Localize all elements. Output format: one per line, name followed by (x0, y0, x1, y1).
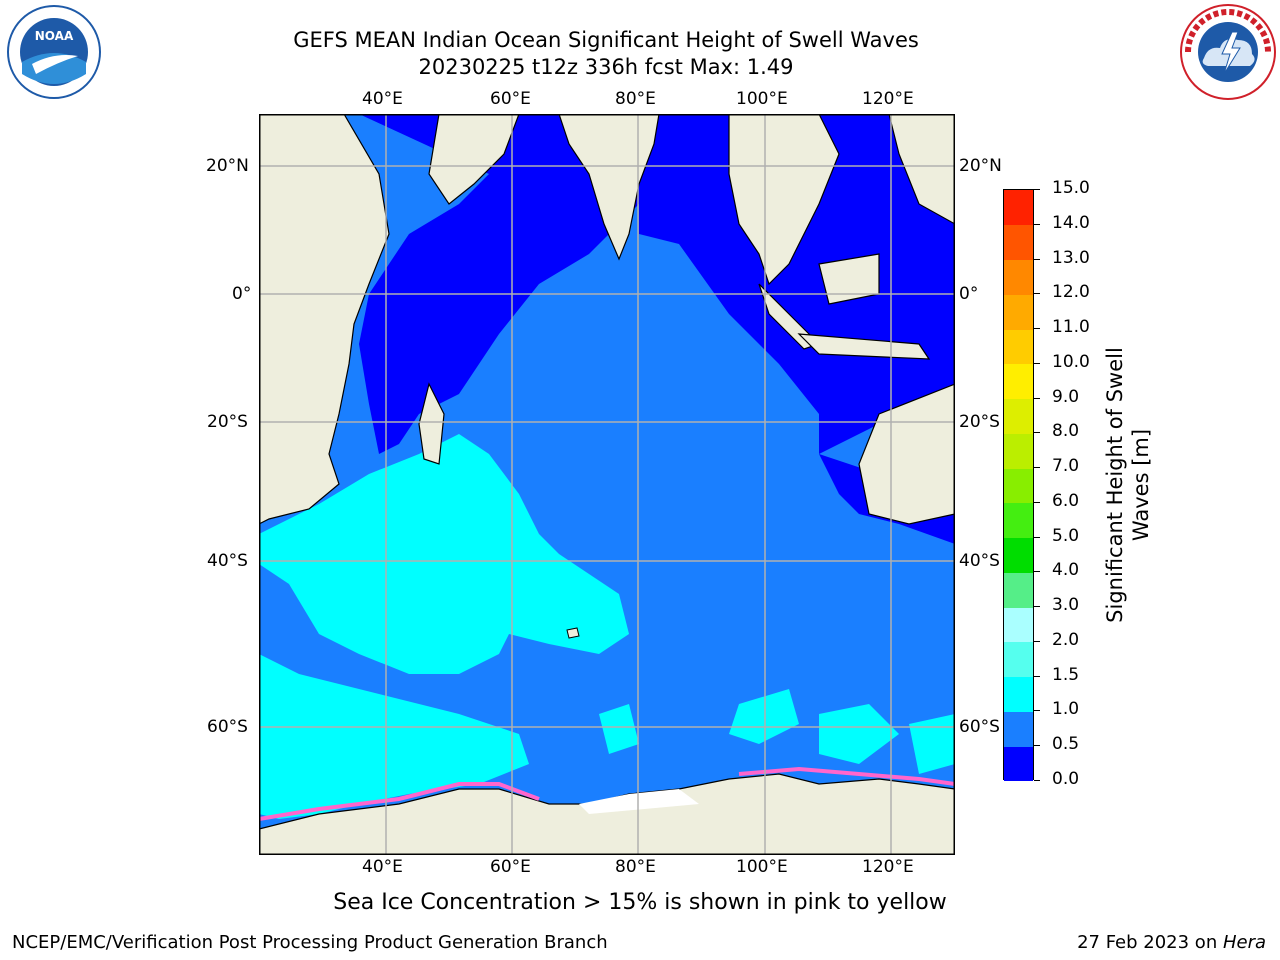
lon-tick-top: 100°E (736, 89, 788, 109)
colorbar-tick (1034, 362, 1040, 364)
colorbar-tick-label: 6.0 (1052, 490, 1080, 511)
colorbar-tick (1034, 501, 1040, 503)
colorbar-segment (1004, 468, 1033, 504)
colorbar-tick-label: 15.0 (1052, 178, 1090, 198)
sea-ice-caption: Sea Ice Concentration > 15% is shown in … (333, 890, 947, 915)
lat-tick-right: 20°S (959, 412, 1000, 432)
colorbar-tick-label: 1.5 (1052, 664, 1080, 685)
colorbar-tick (1034, 328, 1040, 330)
lon-tick-bottom: 100°E (736, 857, 788, 877)
colorbar-tick-label: 1.0 (1052, 699, 1080, 720)
colorbar-segment (1004, 294, 1033, 330)
swell-field-high (259, 434, 629, 674)
colorbar-tick (1034, 675, 1040, 677)
footer-date-text: 27 Feb 2023 on (1077, 932, 1223, 953)
colorbar-segment (1004, 711, 1033, 747)
colorbar-tick-label: 14.0 (1052, 212, 1090, 233)
sea-ice-fringe (258, 782, 540, 821)
lon-tick-top: 80°E (615, 89, 656, 109)
colorbar-tick (1034, 710, 1040, 712)
colorbar-tick-label: 13.0 (1052, 247, 1090, 268)
colorbar-tick-label: 0.5 (1052, 734, 1080, 755)
noaa-logo-icon: NOAA (6, 4, 102, 100)
colorbar-tick-label: 3.0 (1052, 595, 1080, 616)
footer-machine: Hera (1222, 932, 1266, 953)
colorbar-tick-label: 7.0 (1052, 456, 1080, 477)
colorbar-tick (1034, 293, 1040, 295)
colorbar-tick-label: 8.0 (1052, 421, 1080, 442)
colorbar-segment (1004, 224, 1033, 260)
colorbar-tick-label: 2.0 (1052, 629, 1080, 650)
lon-tick-bottom: 60°E (490, 857, 531, 877)
colorbar-tick-label: 4.0 (1052, 560, 1080, 581)
map-title: GEFS MEAN Indian Ocean Significant Heigh… (293, 28, 919, 52)
lat-tick-right: 40°S (959, 551, 1000, 571)
colorbar (1003, 189, 1034, 782)
colorbar-tick (1034, 536, 1040, 538)
colorbar-segment (1004, 641, 1033, 678)
colorbar-tick-label: 11.0 (1052, 317, 1090, 338)
colorbar-tick-label: 10.0 (1052, 351, 1090, 372)
graticule (259, 114, 955, 855)
colorbar-tick (1034, 223, 1040, 225)
colorbar-segment (1004, 190, 1033, 226)
colorbar-tick (1034, 780, 1040, 781)
colorbar-tick (1034, 397, 1040, 399)
colorbar-tick (1034, 258, 1040, 260)
colorbar-labels: 0.0 0.5 1.0 1.5 2.0 3.0 4.0 5.0 6.0 7.0 8.0 9.0 10.0… (1034, 0, 1100, 960)
footer-credit: NCEP/EMC/Verification Post Processing Pr… (12, 932, 608, 953)
land-se-asia (728, 113, 840, 286)
colorbar-segment (1004, 502, 1033, 539)
lat-tick-right: 20°N (959, 156, 1002, 176)
lat-tick-left: 60°S (207, 717, 248, 737)
colorbar-tick (1034, 606, 1040, 608)
colorbar-segment (1004, 433, 1033, 469)
lat-tick-right: 0° (959, 284, 979, 304)
colorbar-tick (1034, 745, 1040, 747)
colorbar-tick-label: 12.0 (1052, 282, 1090, 303)
colorbar-tick-label: 0.0 (1052, 769, 1080, 789)
colorbar-label: Significant Height of Swell Waves [m] (1103, 347, 1153, 623)
lon-tick-top: 120°E (862, 89, 914, 109)
colorbar-segment (1004, 259, 1033, 295)
nws-logo-icon (1178, 2, 1278, 102)
colorbar-segment (1004, 746, 1033, 782)
colorbar-tick (1034, 640, 1040, 642)
colorbar-segment (1004, 329, 1033, 365)
map-subtitle: 20230225 t12z 336h fcst Max: 1.49 (418, 55, 794, 79)
lon-tick-top: 60°E (490, 89, 531, 109)
colorbar-segment (1004, 363, 1033, 400)
colorbar-tick (1034, 432, 1040, 434)
colorbar-segment (1004, 537, 1033, 573)
colorbar-tick (1034, 189, 1040, 190)
land-madagascar (418, 382, 445, 465)
lat-tick-right: 60°S (959, 717, 1000, 737)
map-frame (259, 114, 955, 855)
map-panel (258, 113, 956, 856)
colorbar-segment (1004, 676, 1033, 712)
lat-tick-left: 0° (232, 284, 252, 304)
lat-tick-left: 20°S (207, 412, 248, 432)
lon-tick-bottom: 120°E (862, 857, 914, 877)
swell-field-low-north (359, 114, 639, 454)
map-svg (258, 113, 956, 856)
lon-tick-bottom: 80°E (615, 857, 656, 877)
svg-text:NOAA: NOAA (35, 29, 74, 43)
colorbar-tick-label: 9.0 (1052, 386, 1080, 407)
colorbar-segment (1004, 572, 1033, 608)
lon-tick-bottom: 40°E (362, 857, 403, 877)
colorbar-segment (1004, 607, 1033, 643)
colorbar-tick-label: 5.0 (1052, 525, 1080, 546)
colorbar-tick (1034, 467, 1040, 469)
lon-tick-top: 40°E (362, 89, 403, 109)
lat-tick-left: 40°S (207, 551, 248, 571)
lat-tick-left: 20°N (206, 156, 249, 176)
footer-date: 27 Feb 2023 on Hera (1077, 932, 1266, 953)
land-india (558, 113, 660, 261)
colorbar-tick (1034, 571, 1040, 573)
colorbar-segment (1004, 398, 1033, 434)
